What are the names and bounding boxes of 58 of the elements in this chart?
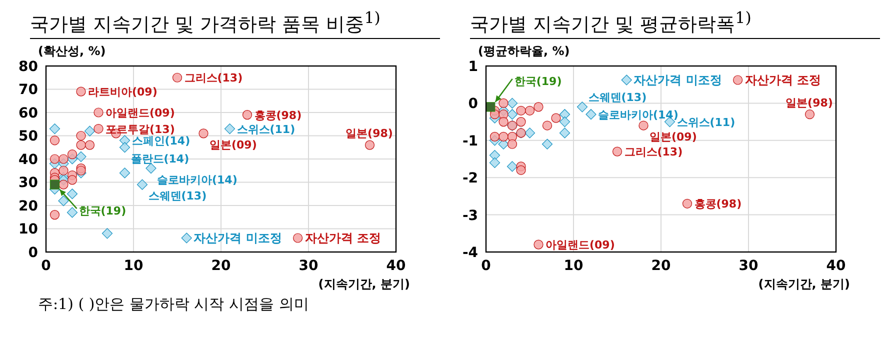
legend-label: 자산가격 미조정 (194, 231, 282, 246)
chart-title: 국가별 지속기간 및 가격하락 품목 비중$^{1)}$ (30, 8, 440, 40)
annotation: 스위스(11) (676, 116, 736, 130)
y-tick-label: 1 (468, 59, 478, 76)
x-tick-label: 10 (124, 258, 144, 274)
annotation: 슬로바키아(14) (157, 174, 238, 187)
annotation: 포르투갈(13) (106, 123, 175, 136)
y-tick-label: -4 (462, 245, 478, 262)
y-tick-label: 50 (18, 129, 38, 146)
y-tick-label: 10 (18, 222, 38, 238)
annotation: 그리스(13) (184, 72, 243, 85)
annotation: 일본(98) (346, 127, 393, 140)
x-tick-label: 30 (298, 258, 318, 274)
x-tick-label: 40 (826, 258, 846, 274)
y-tick-label: 20 (18, 198, 38, 215)
annotation: 스위스(11) (236, 123, 296, 136)
y-axis-title: (확산성, %) (38, 43, 107, 58)
x-tick-label: 0 (481, 258, 492, 274)
annotation: 그리스(13) (624, 146, 683, 159)
annotation: 일본(98) (786, 96, 833, 110)
y-axis-title: (평균하락율, %) (478, 43, 571, 58)
annotation: 홍콩(98) (694, 198, 742, 211)
legend-label: 자산가격 미조정 (634, 73, 722, 88)
annotation: 일본(09) (650, 130, 697, 144)
annotation: 홍콩(98) (254, 109, 302, 122)
y-tick-label: -2 (462, 170, 478, 187)
y-tick-label: -3 (462, 208, 478, 224)
annotation: 라트비아(09) (88, 86, 158, 99)
y-tick-label: 0 (468, 96, 478, 112)
y-tick-label: 30 (18, 176, 38, 192)
x-tick-label: 0 (41, 258, 52, 274)
x-tick-label: 20 (211, 258, 231, 274)
x-tick-label: 10 (564, 258, 584, 274)
annotation: 스웨덴(13) (148, 190, 207, 203)
legend-label: 자산가격 조정 (744, 73, 821, 88)
y-tick-label: 40 (18, 152, 38, 168)
annotation: 한국(19) (514, 75, 562, 88)
annotation: 스웨덴(13) (588, 91, 647, 104)
annotation: 스페인(14) (132, 134, 190, 148)
y-tick-label: 60 (18, 106, 38, 122)
x-tick-label: 30 (738, 258, 758, 274)
annotation: 폴란드(14) (130, 152, 190, 166)
annotation: 슬로바키아(14) (598, 108, 678, 122)
y-tick-label: 70 (18, 82, 38, 99)
legend-label: 자산가격 조정 (304, 231, 381, 246)
annotation: 아일랜드(09) (546, 238, 615, 252)
y-tick-label: 0 (28, 245, 38, 262)
chart-title: 국가별 지속기간 및 평균하락폭$^{1)}$ (470, 8, 880, 40)
y-tick-label: -1 (462, 134, 478, 150)
x-axis-title: (지속기간, 분기) (757, 276, 850, 294)
annotation: 일본(09) (210, 138, 257, 152)
x-axis-title: (지속기간, 분기) (317, 276, 410, 294)
annotation: 아일랜드(09) (106, 106, 175, 120)
annotation: 한국(19) (78, 204, 126, 218)
x-tick-label: 40 (386, 258, 406, 274)
y-tick-label: 80 (18, 59, 38, 76)
text: 주:1) ( )안은 물가하락 시작 시점을 의미 (38, 295, 310, 314)
x-tick-label: 20 (651, 258, 671, 274)
